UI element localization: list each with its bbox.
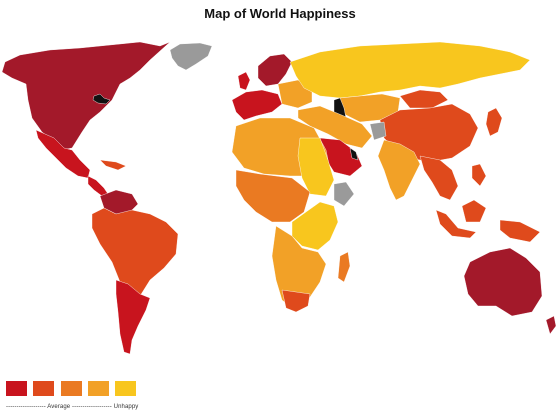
region-horn-of-africa: [333, 181, 355, 207]
region-argentina-chile: [115, 279, 151, 355]
region-central-america: [87, 175, 109, 197]
region-caribbean: [99, 159, 127, 171]
region-philippines: [471, 163, 487, 187]
legend-swatch: [88, 381, 109, 396]
region-scandinavia: [257, 53, 293, 87]
region-west-africa: [235, 169, 311, 223]
legend-swatch: [115, 381, 136, 396]
region-afghanistan: [369, 121, 387, 141]
region-south-africa: [281, 289, 311, 313]
legend-scale-label: ------------------- Average ------------…: [6, 404, 139, 410]
region-turkey-iran: [297, 105, 373, 149]
region-sumatra-java: [435, 209, 477, 239]
region-southeast-asia: [419, 155, 459, 201]
region-uk-ireland: [237, 71, 251, 91]
region-russia: [289, 41, 531, 99]
region-new-guinea: [499, 219, 541, 243]
region-egypt-sudan: [297, 137, 335, 197]
map-title: Map of World Happiness: [204, 6, 356, 21]
legend-swatch: [6, 381, 27, 396]
region-borneo: [461, 199, 487, 223]
region-western-europe: [231, 89, 283, 121]
region-mongolia: [399, 89, 449, 109]
region-madagascar: [337, 251, 351, 283]
region-india: [377, 139, 421, 201]
legend-swatch: [61, 381, 82, 396]
region-persian-gulf: [349, 147, 359, 161]
region-east-africa: [291, 201, 339, 251]
region-japan: [485, 107, 503, 137]
region-new-zealand: [545, 315, 557, 335]
region-australia: [463, 247, 543, 317]
region-great-lakes: [92, 93, 111, 105]
region-greenland: [169, 42, 213, 71]
region-south-america: [91, 207, 179, 299]
legend: ------------------- Average ------------…: [6, 381, 156, 417]
legend-swatch: [33, 381, 54, 396]
region-southern-africa: [271, 225, 327, 309]
region-north-america: [1, 41, 171, 151]
